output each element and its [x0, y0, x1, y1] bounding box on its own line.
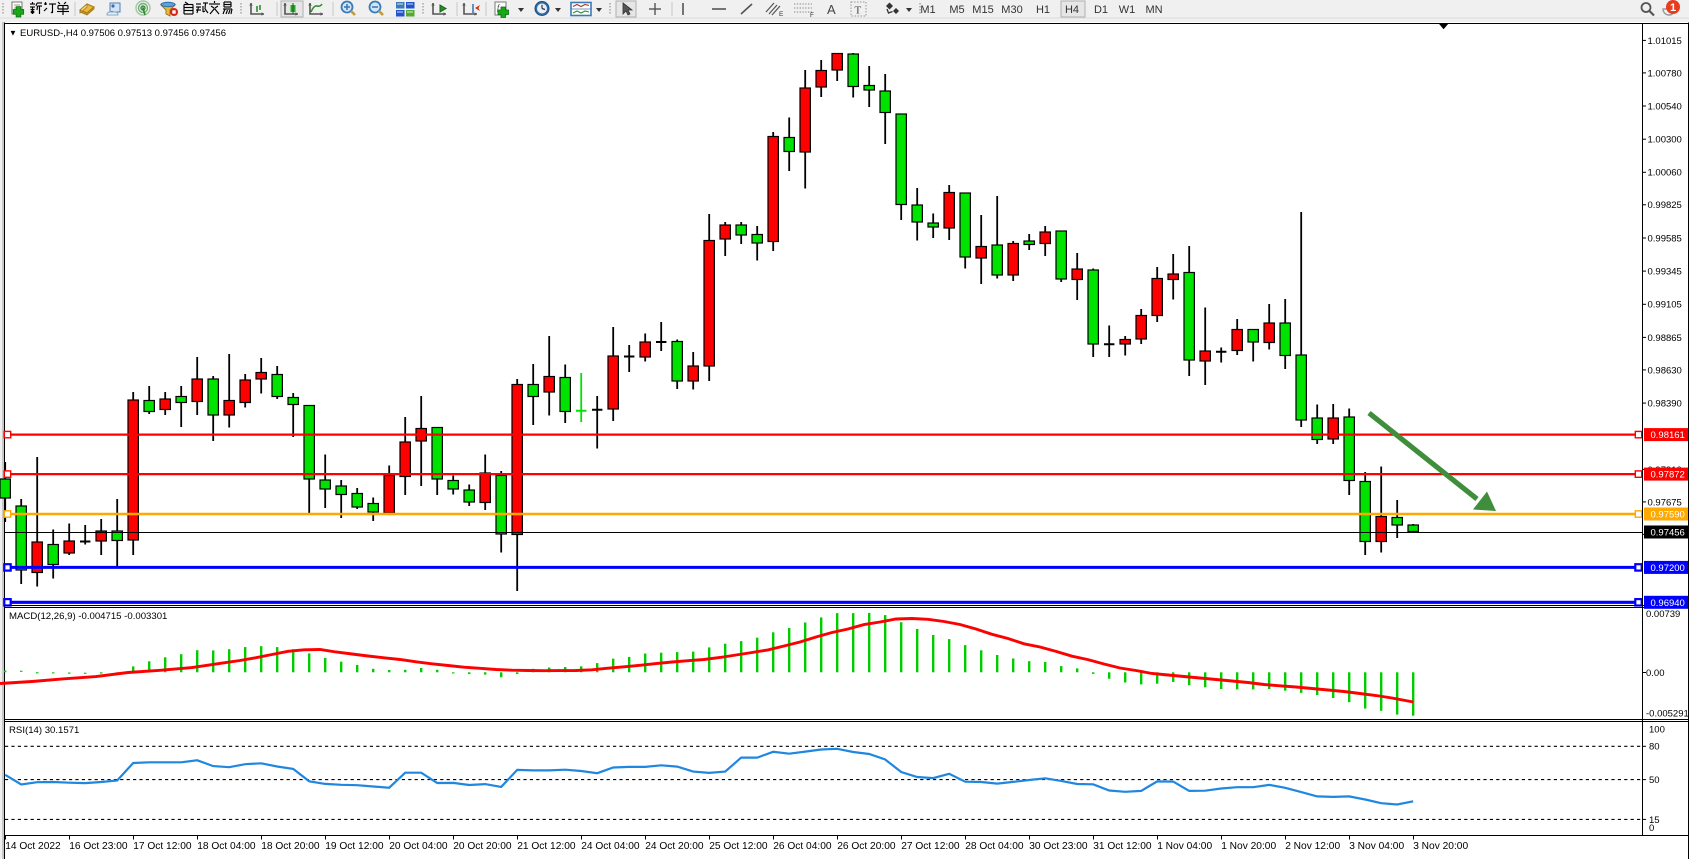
svg-text:80: 80: [1649, 742, 1660, 753]
svg-text:21 Oct 12:00: 21 Oct 12:00: [517, 841, 576, 852]
svg-text:EURUSD-,H4 0.97506 0.97513 0.: EURUSD-,H4 0.97506 0.97513 0.97456 0.974…: [20, 28, 226, 39]
svg-text:15: 15: [1649, 815, 1660, 826]
svg-text:0.99585: 0.99585: [1648, 233, 1682, 244]
svg-text:W1: W1: [1119, 4, 1136, 16]
svg-text:0.00: 0.00: [1646, 668, 1665, 679]
svg-text:0.99105: 0.99105: [1648, 300, 1682, 311]
svg-text:0: 0: [1649, 823, 1654, 834]
svg-text:F: F: [810, 12, 814, 19]
svg-text:RSI(14) 30.1571: RSI(14) 30.1571: [9, 725, 79, 736]
svg-text:f: f: [497, 3, 501, 12]
svg-text:1.01015: 1.01015: [1648, 36, 1682, 47]
svg-text:0.98630: 0.98630: [1648, 365, 1682, 376]
svg-text:0.97456: 0.97456: [1651, 528, 1685, 539]
svg-text:MN: MN: [1145, 4, 1162, 16]
svg-text:20 Oct 20:00: 20 Oct 20:00: [453, 841, 512, 852]
svg-text:31 Oct 12:00: 31 Oct 12:00: [1093, 841, 1152, 852]
svg-text:50: 50: [1649, 775, 1660, 786]
svg-text:2 Nov 12:00: 2 Nov 12:00: [1285, 841, 1340, 852]
svg-text:0.00739: 0.00739: [1646, 609, 1680, 620]
svg-text:24 Oct 20:00: 24 Oct 20:00: [645, 841, 704, 852]
svg-text:1.00540: 1.00540: [1648, 101, 1682, 112]
svg-text:1.00060: 1.00060: [1648, 168, 1682, 179]
svg-text:18 Oct 20:00: 18 Oct 20:00: [261, 841, 320, 852]
svg-text:3 Nov 20:00: 3 Nov 20:00: [1413, 841, 1468, 852]
svg-text:-0.005291: -0.005291: [1646, 708, 1689, 719]
svg-text:1.00780: 1.00780: [1648, 68, 1682, 79]
svg-text:H1: H1: [1036, 4, 1050, 16]
svg-text:1.00300: 1.00300: [1648, 135, 1682, 146]
svg-text:24 Oct 04:00: 24 Oct 04:00: [581, 841, 640, 852]
svg-text:0.98865: 0.98865: [1648, 333, 1682, 344]
svg-text:100: 100: [1649, 724, 1665, 735]
svg-text:0.97675: 0.97675: [1648, 497, 1682, 508]
svg-text:1 Nov 04:00: 1 Nov 04:00: [1157, 841, 1212, 852]
svg-text:0.99825: 0.99825: [1648, 200, 1682, 211]
svg-text:0.96940: 0.96940: [1651, 598, 1685, 609]
svg-text:28 Oct 04:00: 28 Oct 04:00: [965, 841, 1024, 852]
svg-text:D1: D1: [1094, 4, 1108, 16]
svg-text:18 Oct 04:00: 18 Oct 04:00: [197, 841, 256, 852]
svg-text:A: A: [827, 2, 836, 17]
svg-text:17 Oct 12:00: 17 Oct 12:00: [133, 841, 192, 852]
svg-text:3 Nov 04:00: 3 Nov 04:00: [1349, 841, 1404, 852]
svg-text:0.97590: 0.97590: [1651, 510, 1685, 521]
svg-text:E: E: [779, 11, 784, 18]
svg-text:26 Oct 20:00: 26 Oct 20:00: [837, 841, 896, 852]
svg-text:16 Oct 23:00: 16 Oct 23:00: [69, 841, 128, 852]
svg-text:0.98161: 0.98161: [1651, 430, 1685, 441]
svg-text:30 Oct 23:00: 30 Oct 23:00: [1029, 841, 1088, 852]
svg-text:M30: M30: [1001, 4, 1022, 16]
svg-text:MACD(12,26,9) -0.004715 -0.003: MACD(12,26,9) -0.004715 -0.003301: [9, 611, 167, 622]
svg-text:M15: M15: [972, 4, 993, 16]
svg-text:14 Oct 2022: 14 Oct 2022: [5, 841, 61, 852]
svg-text:T: T: [855, 5, 862, 17]
svg-text:▼: ▼: [9, 29, 17, 38]
svg-text:1: 1: [1670, 2, 1676, 14]
svg-text:20 Oct 04:00: 20 Oct 04:00: [389, 841, 448, 852]
svg-text:0.97872: 0.97872: [1651, 470, 1685, 481]
svg-text:19 Oct 12:00: 19 Oct 12:00: [325, 841, 384, 852]
svg-text:M1: M1: [920, 4, 935, 16]
svg-text:H4: H4: [1065, 4, 1079, 16]
svg-text:25 Oct 12:00: 25 Oct 12:00: [709, 841, 768, 852]
svg-text:26 Oct 04:00: 26 Oct 04:00: [773, 841, 832, 852]
svg-text:0.97200: 0.97200: [1651, 563, 1685, 574]
svg-text:0.98390: 0.98390: [1648, 399, 1682, 410]
svg-text:M5: M5: [949, 4, 964, 16]
svg-text:1 Nov 20:00: 1 Nov 20:00: [1221, 841, 1276, 852]
svg-text:27 Oct 12:00: 27 Oct 12:00: [901, 841, 960, 852]
svg-text:0.99345: 0.99345: [1648, 267, 1682, 278]
